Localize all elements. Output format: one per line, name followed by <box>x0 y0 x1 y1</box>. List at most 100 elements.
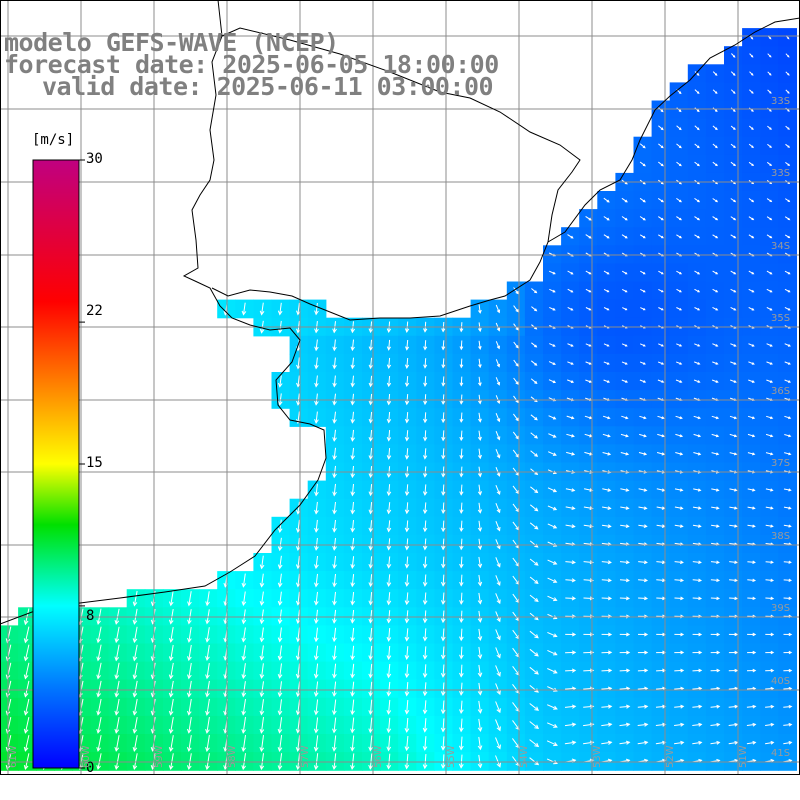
wind-arrow <box>730 125 736 130</box>
wind-arrow <box>746 668 757 673</box>
wind-arrow <box>295 735 301 752</box>
wind-arrow <box>459 394 464 405</box>
wind-arrow <box>566 451 576 456</box>
wind-arrow <box>477 610 483 623</box>
wind-arrow <box>765 704 775 709</box>
wind-arrow <box>277 519 283 534</box>
wind-arrow <box>692 578 703 583</box>
wind-arrow <box>495 557 501 568</box>
wind-arrow <box>114 662 120 680</box>
wind-arrow <box>187 627 192 643</box>
wind-arrow <box>676 361 683 365</box>
wind-arrow <box>423 376 428 387</box>
wind-arrow <box>477 664 483 678</box>
wind-arrow <box>531 288 538 294</box>
wind-arrow <box>730 306 737 311</box>
wind-arrow <box>386 628 392 642</box>
wind-arrow <box>295 555 301 570</box>
wind-arrow <box>619 578 630 583</box>
wind-arrow <box>601 524 612 529</box>
wind-arrow <box>692 506 702 510</box>
lon-label: 53W <box>592 745 603 768</box>
wind-arrow <box>459 412 464 423</box>
wind-arrow <box>784 361 791 365</box>
wind-arrow <box>477 448 482 460</box>
wind-arrow <box>332 447 337 461</box>
wind-arrow <box>350 574 356 588</box>
wind-arrow <box>675 379 683 383</box>
wind-arrow <box>601 704 613 709</box>
wind-arrow <box>404 682 410 697</box>
wind-arrow <box>583 596 595 601</box>
wind-arrow <box>241 716 247 734</box>
wind-arrow <box>495 377 501 386</box>
wind-arrow <box>368 375 374 388</box>
wind-arrow <box>313 663 319 679</box>
wind-arrow <box>639 433 647 438</box>
wind-arrow <box>277 302 283 316</box>
wind-arrow <box>603 234 610 239</box>
wind-arrow <box>332 681 337 697</box>
wind-arrow <box>440 628 446 642</box>
wind-arrow <box>477 628 483 642</box>
wind-arrow <box>459 502 464 514</box>
wind-arrow <box>710 560 720 564</box>
wind-arrow <box>547 505 558 511</box>
wind-arrow <box>459 664 464 678</box>
wind-arrow <box>459 628 464 642</box>
wind-arrow <box>513 287 519 295</box>
wind-arrow <box>783 722 793 727</box>
wind-arrow <box>766 379 774 383</box>
wind-arrow <box>601 632 613 637</box>
wind-arrow <box>621 216 628 221</box>
wind-arrow <box>350 520 356 533</box>
wind-arrow <box>765 668 775 673</box>
wind-arrow <box>728 650 739 655</box>
wind-arrow <box>530 360 538 366</box>
wind-arrow <box>747 488 756 492</box>
wind-arrow <box>529 703 540 711</box>
wind-arrow <box>259 663 265 680</box>
lat-label: 39S <box>771 603 791 614</box>
wind-arrow <box>477 718 483 733</box>
wind-arrow <box>730 107 736 113</box>
wind-arrow <box>168 609 174 625</box>
wind-arrow <box>386 502 392 515</box>
wind-arrow <box>784 306 791 311</box>
wind-arrow <box>529 630 539 639</box>
wind-arrow <box>658 307 664 311</box>
forecast-date: forecast date: 2025-06-05 18:00:00 <box>4 50 499 79</box>
wind-arrow <box>676 307 683 311</box>
wind-arrow <box>564 722 577 727</box>
wind-arrow <box>368 610 374 624</box>
wind-arrow <box>459 592 464 605</box>
wind-arrow <box>783 668 793 673</box>
wind-arrow <box>603 216 610 221</box>
wind-arrow <box>547 595 558 602</box>
wind-arrow <box>729 506 738 510</box>
wind-arrow <box>96 680 102 698</box>
wind-arrow <box>513 395 519 404</box>
wind-arrow <box>730 270 737 275</box>
wind-arrow <box>350 538 356 551</box>
wind-arrow <box>729 560 738 564</box>
wind-arrow <box>168 735 174 752</box>
wind-arrow <box>386 339 392 351</box>
wind-arrow <box>639 216 646 221</box>
wind-arrow <box>513 341 519 349</box>
wind-arrow <box>459 538 464 551</box>
wind-arrow <box>748 343 755 347</box>
wind-arrow <box>692 740 703 745</box>
wind-arrow <box>495 719 501 732</box>
wind-arrow <box>747 596 757 601</box>
wind-arrow <box>767 71 772 76</box>
wind-arrow <box>314 393 319 406</box>
wind-arrow <box>621 343 628 347</box>
wind-arrow <box>729 415 738 420</box>
wind-arrow <box>277 555 283 570</box>
wind-arrow <box>512 431 520 440</box>
wind-arrow <box>748 270 755 275</box>
wind-arrow <box>765 596 775 601</box>
lat-label: 37S <box>771 458 791 469</box>
wind-arrow <box>277 537 283 552</box>
